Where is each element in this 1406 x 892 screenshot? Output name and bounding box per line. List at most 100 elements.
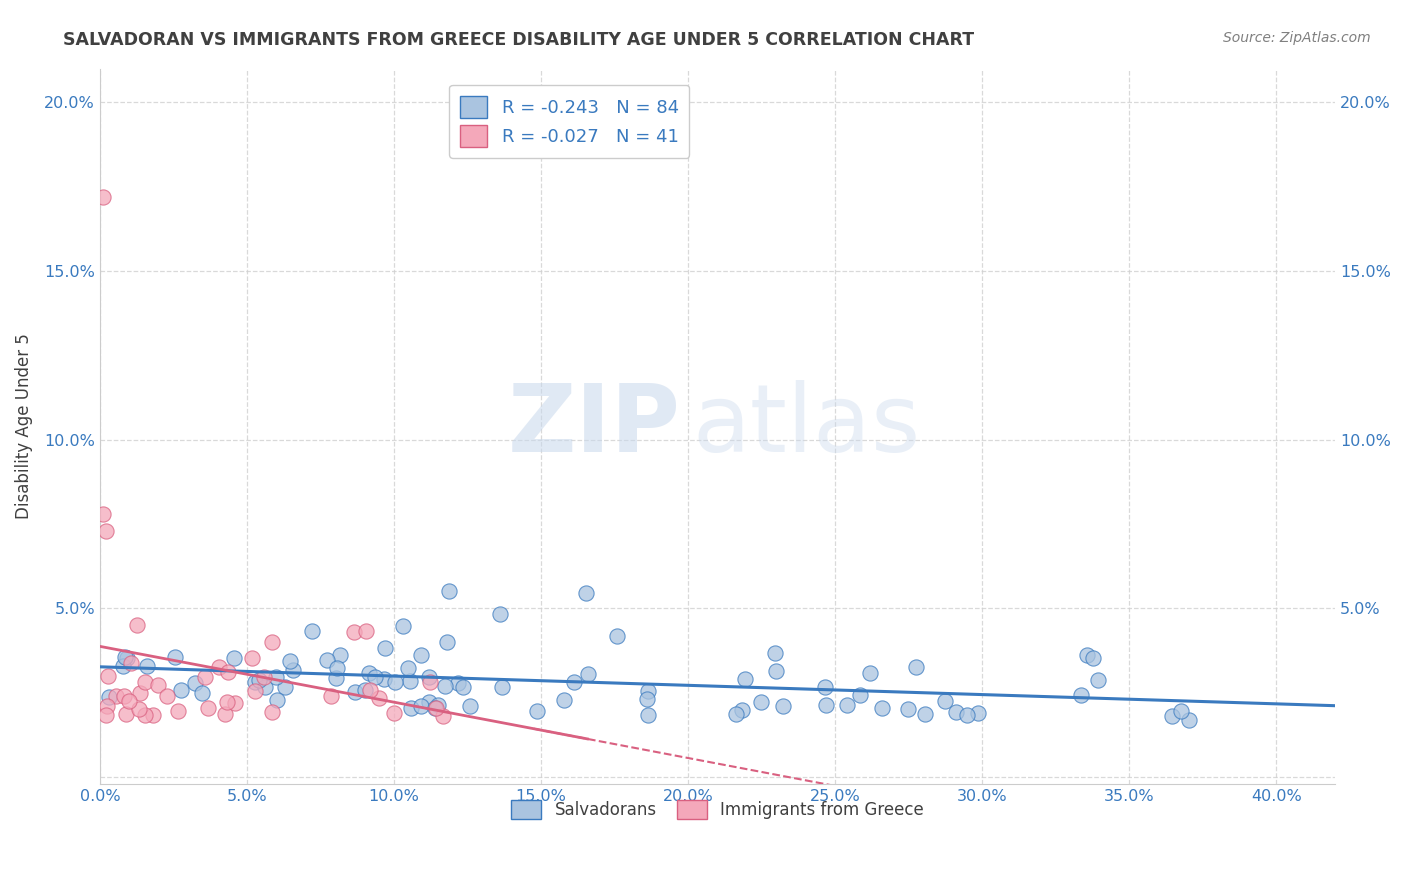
Text: ZIP: ZIP [508,380,681,472]
Y-axis label: Disability Age Under 5: Disability Age Under 5 [15,334,32,519]
Point [190,686,212,700]
Legend: Salvadorans, Immigrants from Greece: Salvadorans, Immigrants from Greece [505,793,931,825]
Point [553,693,575,707]
Point [967,706,990,720]
Point [260,635,283,649]
Point [849,688,872,702]
Point [637,684,659,698]
Point [283,663,305,677]
Point [945,705,967,719]
Point [434,679,457,693]
Point [637,708,659,723]
Point [1076,648,1098,662]
Point [399,701,422,715]
Point [94,524,117,538]
Point [956,708,979,723]
Point [114,690,136,704]
Point [384,675,406,690]
Point [734,672,756,686]
Point [814,680,837,694]
Point [266,670,288,684]
Point [526,704,548,718]
Point [91,507,114,521]
Text: Source: ZipAtlas.com: Source: ZipAtlas.com [1223,31,1371,45]
Point [165,650,187,665]
Point [125,618,148,632]
Point [243,675,266,690]
Point [329,648,352,662]
Point [1081,650,1104,665]
Point [364,670,387,684]
Point [344,685,367,699]
Point [224,696,246,710]
Point [446,675,468,690]
Point [148,678,170,692]
Point [353,683,375,698]
Point [129,686,152,700]
Point [765,664,787,678]
Point [118,693,141,707]
Point [418,695,440,709]
Point [439,584,461,599]
Point [120,657,142,671]
Point [373,673,395,687]
Point [391,619,413,633]
Point [217,695,239,709]
Point [606,629,628,643]
Point [266,693,288,707]
Point [278,654,301,668]
Point [418,670,440,684]
Point [97,690,120,705]
Point [731,703,754,717]
Point [326,661,349,675]
Point [453,680,475,694]
Point [194,670,217,684]
Point [97,669,120,683]
Point [1087,673,1109,687]
Point [183,676,205,690]
Point [243,684,266,698]
Point [214,707,236,722]
Point [1161,708,1184,723]
Point [897,702,920,716]
Point [319,689,342,703]
Point [396,661,419,675]
Point [576,667,599,681]
Point [260,706,283,720]
Point [197,701,219,715]
Point [491,680,513,694]
Point [96,698,118,713]
Point [325,671,347,685]
Point [1070,688,1092,702]
Point [425,701,447,715]
Point [772,699,794,714]
Point [374,641,396,656]
Point [354,624,377,638]
Point [105,690,128,704]
Point [409,698,432,713]
Point [170,682,193,697]
Point [636,691,658,706]
Point [837,698,859,713]
Point [1177,713,1199,727]
Point [142,708,165,723]
Point [115,706,138,721]
Point [128,702,150,716]
Point [253,670,276,684]
Point [115,650,138,665]
Point [905,660,928,674]
Point [357,665,380,680]
Point [458,698,481,713]
Point [562,675,585,690]
Point [859,665,882,680]
Point [934,694,956,708]
Point [114,650,136,665]
Point [814,698,837,712]
Point [763,646,786,660]
Text: atlas: atlas [693,380,921,472]
Point [432,709,454,723]
Point [1170,705,1192,719]
Point [273,680,295,694]
Point [91,190,114,204]
Point [315,652,337,666]
